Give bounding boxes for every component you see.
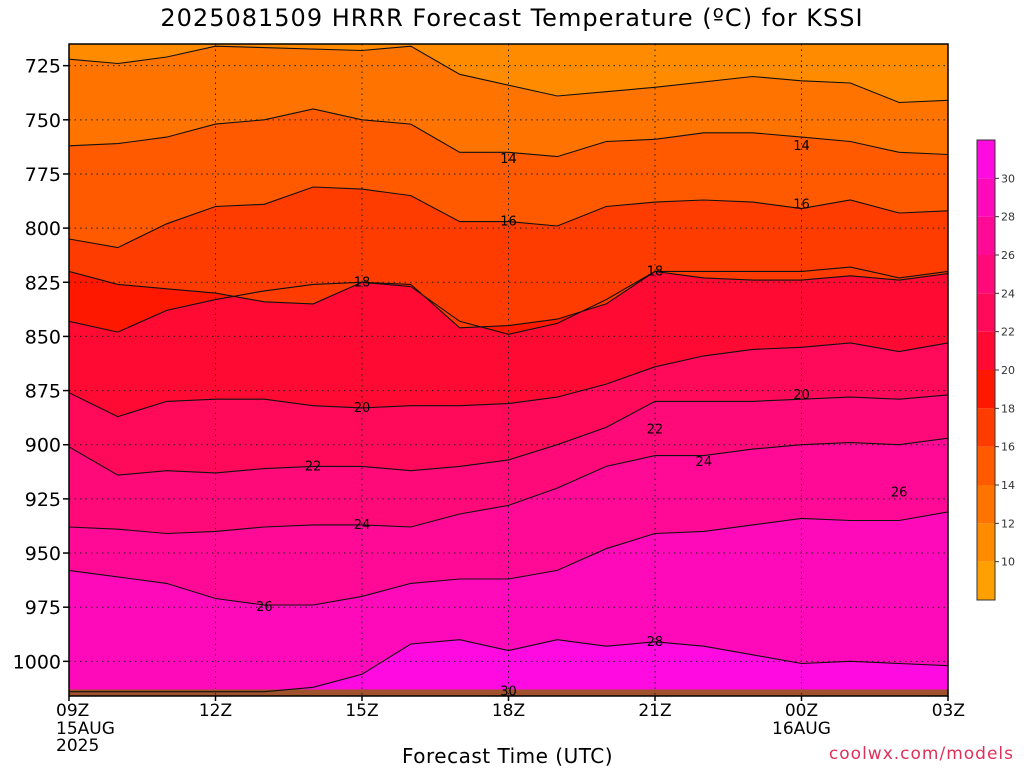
colorbar-swatch-5 — [977, 370, 995, 409]
contour-label-18: 18 — [647, 264, 664, 279]
contour-line-20 — [69, 266, 948, 335]
colorbar-swatch-9 — [977, 216, 995, 255]
y-tick-label-900: 900 — [25, 435, 61, 457]
colorbar: 10 12 14 16 18 20 22 24 26 28 30 — [976, 139, 1015, 601]
axes: 725 750 775 800 825 850 875 900 925 950 975 1000 09Z… — [13, 43, 965, 756]
y-tick-label-825: 825 — [25, 272, 61, 294]
y-tick-label-975: 975 — [25, 597, 61, 619]
x-tick-label-12Z: 12Z — [199, 701, 232, 721]
contour-label-16: 16 — [793, 197, 810, 212]
colorbar-label-22: 22 — [1001, 326, 1015, 339]
colorbar-label-30: 30 — [1001, 172, 1015, 185]
colorbar-label-14: 14 — [1001, 479, 1015, 492]
colorbar-swatch-1 — [977, 523, 995, 562]
contour-label-18: 18 — [354, 275, 371, 290]
chart-title: 2025081509 HRRR Forecast Temperature (ºC… — [160, 4, 864, 32]
colorbar-label-18: 18 — [1001, 402, 1015, 415]
y-tick-label-925: 925 — [25, 489, 61, 511]
x-axis-title: Forecast Time (UTC) — [402, 744, 614, 768]
contour-label-22: 22 — [305, 459, 322, 474]
surface-band — [69, 689, 948, 696]
colorbar-swatch-11 — [977, 140, 995, 179]
colorbar-swatch-0 — [977, 561, 995, 600]
colorbar-swatch-3 — [977, 446, 995, 485]
contour-line-14 — [69, 108, 948, 158]
x-tick-label-18Z: 18Z — [492, 701, 525, 721]
contour-line-28 — [69, 511, 948, 606]
contour-line-16 — [69, 186, 948, 249]
colorbar-label-20: 20 — [1001, 364, 1015, 377]
colorbar-swatch-8 — [977, 255, 995, 294]
contour-label-24: 24 — [696, 455, 713, 470]
x-tick-sublabel-2025: 2025 — [56, 736, 99, 756]
contour-label-26: 26 — [891, 485, 908, 500]
contour-lines — [69, 45, 948, 693]
contour-label-20: 20 — [354, 401, 371, 416]
contour-line-26 — [69, 437, 948, 535]
y-tick-label-1000: 1000 — [13, 651, 61, 673]
y-tick-label-725: 725 — [25, 56, 61, 78]
y-tick-label-850: 850 — [25, 326, 61, 348]
contour-line-18 — [69, 270, 948, 329]
colorbar-swatch-7 — [977, 293, 995, 332]
x-tick-label-09Z: 09Z — [56, 701, 89, 721]
contour-label-26: 26 — [256, 600, 273, 615]
contour-label-14: 14 — [500, 152, 517, 167]
x-tick-label-15Z: 15Z — [345, 701, 378, 721]
contour-label-24: 24 — [354, 518, 371, 533]
colorbar-swatch-2 — [977, 485, 995, 524]
y-tick-label-775: 775 — [25, 164, 61, 186]
band-fill-below-12 — [69, 44, 948, 103]
colorbar-label-10: 10 — [1001, 556, 1015, 569]
y-tick-label-875: 875 — [25, 381, 61, 403]
contour-line-30 — [69, 639, 948, 693]
contour-line-24 — [69, 394, 948, 476]
colorbar-swatch-10 — [977, 178, 995, 217]
contour-label-14: 14 — [793, 139, 810, 154]
contour-line-22 — [69, 342, 948, 418]
colorbar-label-28: 28 — [1001, 211, 1015, 224]
colorbar-swatch-6 — [977, 331, 995, 370]
credit-text: coolwx.com/models — [828, 744, 1014, 764]
x-tick-sublabel-16AUG: 16AUG — [772, 719, 831, 739]
colorbar-swatch-4 — [977, 408, 995, 447]
colorbar-label-26: 26 — [1001, 249, 1015, 262]
colorbar-label-12: 12 — [1001, 517, 1015, 530]
y-tick-label-950: 950 — [25, 543, 61, 565]
y-tick-label-750: 750 — [25, 110, 61, 132]
x-tick-label-03Z: 03Z — [932, 701, 965, 721]
y-tick-label-800: 800 — [25, 218, 61, 240]
contour-label-28: 28 — [647, 635, 664, 650]
contour-label-16: 16 — [500, 215, 517, 230]
contour-label-22: 22 — [647, 423, 664, 438]
x-tick-sublabel-15AUG: 15AUG — [56, 719, 115, 739]
colorbar-label-16: 16 — [1001, 441, 1015, 454]
contour-line-12 — [69, 45, 948, 104]
colorbar-label-24: 24 — [1001, 287, 1015, 300]
x-tick-label-00Z: 00Z — [785, 701, 818, 721]
contour-label-20: 20 — [793, 388, 810, 403]
x-tick-label-21Z: 21Z — [638, 701, 671, 721]
